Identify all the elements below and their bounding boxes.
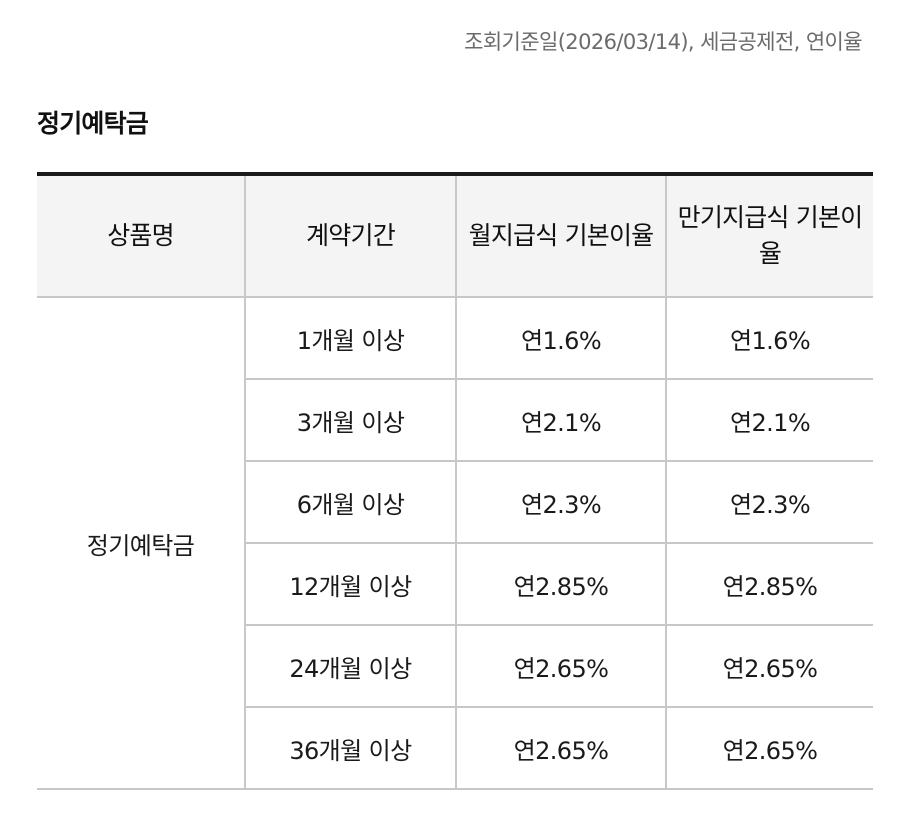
table-row: 3개월 이상 연2.1% 연2.1% [37, 379, 873, 462]
header-contract-period: 계약기간 [244, 174, 456, 298]
period-cell: 24개월 이상 [244, 625, 456, 708]
table-header-row: 상품명 계약기간 월지급식 기본이율 만기지급식 기본이율 [37, 174, 873, 298]
header-product-name: 상품명 [37, 174, 245, 298]
table-row: 정기예탁금 1개월 이상 연1.6% 연1.6% [37, 297, 873, 790]
maturity-rate-cell: 연1.6% [665, 297, 873, 380]
table-row: 24개월 이상 연2.65% 연2.65% [37, 625, 873, 708]
maturity-rate-cell: 연2.65% [665, 625, 873, 708]
period-cell: 6개월 이상 [244, 461, 456, 544]
section-title: 정기예탁금 [37, 109, 149, 138]
table-row: 6개월 이상 연2.3% 연2.3% [37, 461, 873, 544]
header-monthly-payment-rate: 월지급식 기본이율 [455, 174, 666, 298]
monthly-rate-cell: 연2.1% [455, 379, 666, 462]
period-cell: 36개월 이상 [244, 707, 456, 790]
monthly-rate-cell: 연2.65% [455, 625, 666, 708]
monthly-rate-cell: 연1.6% [455, 297, 666, 380]
interest-rate-table: 상품명 계약기간 월지급식 기본이율 만기지급식 기본이율 정기예탁금 1개월 … [37, 172, 873, 790]
product-name-cell: 정기예탁금 [37, 297, 245, 790]
monthly-rate-cell: 연2.85% [455, 543, 666, 626]
maturity-rate-cell: 연2.65% [665, 707, 873, 790]
reference-date-note: 조회기준일(2026/03/14), 세금공제전, 연이율 [464, 30, 862, 54]
header-maturity-payment-rate: 만기지급식 기본이율 [665, 174, 873, 298]
maturity-rate-cell: 연2.3% [665, 461, 873, 544]
monthly-rate-cell: 연2.65% [455, 707, 666, 790]
maturity-rate-cell: 연2.85% [665, 543, 873, 626]
period-cell: 3개월 이상 [244, 379, 456, 462]
period-cell: 1개월 이상 [244, 297, 456, 380]
maturity-rate-cell: 연2.1% [665, 379, 873, 462]
table-row: 12개월 이상 연2.85% 연2.85% [37, 543, 873, 626]
table-row: 36개월 이상 연2.65% 연2.65% [37, 707, 873, 790]
period-cell: 12개월 이상 [244, 543, 456, 626]
monthly-rate-cell: 연2.3% [455, 461, 666, 544]
